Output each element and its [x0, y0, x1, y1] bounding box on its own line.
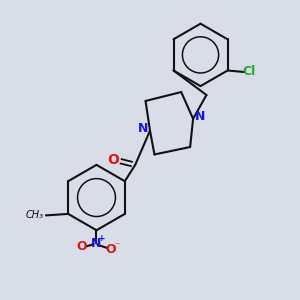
Text: N: N — [138, 122, 148, 135]
Text: O: O — [107, 153, 119, 167]
Text: N: N — [194, 110, 205, 123]
Text: CH₃: CH₃ — [26, 210, 44, 220]
Text: +: + — [98, 234, 106, 243]
Text: ⁻: ⁻ — [114, 242, 119, 252]
Text: O: O — [105, 243, 116, 256]
Text: N: N — [91, 237, 102, 250]
Text: O: O — [76, 240, 87, 253]
Text: Cl: Cl — [243, 65, 256, 79]
